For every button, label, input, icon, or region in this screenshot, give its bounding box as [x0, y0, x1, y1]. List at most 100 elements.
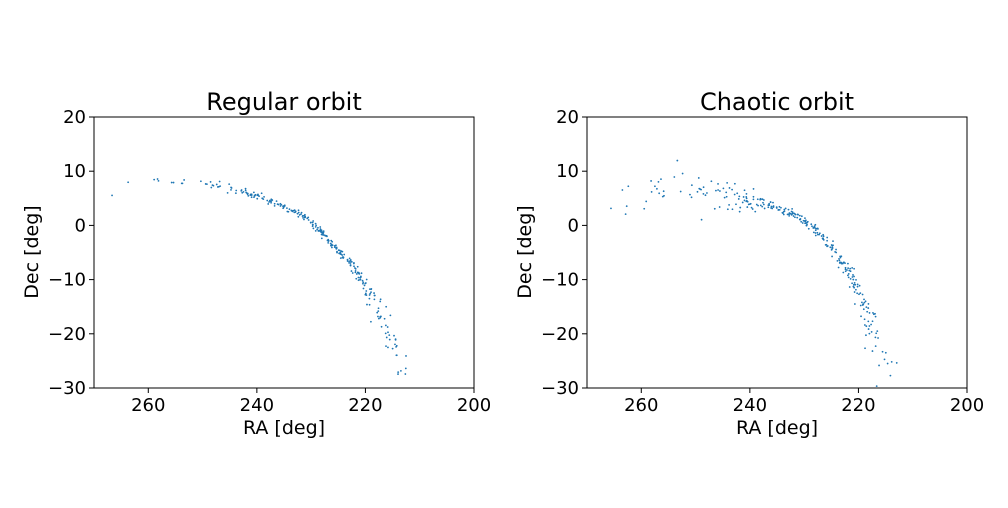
scatter-point: [817, 233, 819, 236]
scatter-point: [735, 203, 737, 206]
scatter-point: [745, 196, 748, 198]
scatter-point: [341, 254, 344, 256]
scatter-point: [355, 277, 358, 280]
scatter-point: [681, 172, 684, 175]
scatter-point: [782, 210, 785, 213]
scatter-point: [349, 262, 352, 264]
scatter-point: [851, 282, 854, 285]
scatter-point: [865, 334, 867, 337]
scatter-point: [728, 187, 731, 189]
scatter-point: [790, 210, 793, 213]
scatter-point: [847, 262, 849, 265]
scatter-point: [875, 332, 878, 335]
scatter-point: [624, 213, 627, 216]
scatter-point: [654, 185, 656, 188]
scatter-point: [787, 208, 790, 211]
scatter-point: [768, 202, 771, 205]
scatter-point: [697, 177, 700, 179]
scatter-point: [293, 209, 296, 212]
scatter-point: [361, 279, 364, 282]
x-tick-label: 220: [348, 395, 382, 416]
scatter-point: [383, 317, 386, 320]
scatter-point: [350, 270, 353, 272]
scatter-point: [867, 307, 870, 309]
scatter-point: [866, 310, 869, 313]
scatter-point: [777, 208, 780, 211]
scatter-point: [276, 203, 279, 206]
scatter-point: [312, 220, 315, 222]
scatter-point: [303, 213, 306, 216]
scatter-point: [719, 190, 721, 192]
scatter-point: [386, 326, 389, 328]
scatter-point: [662, 190, 665, 193]
scatter-point: [283, 205, 286, 207]
scatter-point: [388, 338, 391, 341]
scatter-point: [837, 266, 840, 269]
scatter-point: [377, 307, 380, 310]
scatter-point: [759, 198, 762, 201]
scatter-point: [219, 185, 222, 188]
scatter-point: [839, 256, 842, 259]
scatter-point: [867, 303, 870, 305]
scatter-point: [854, 283, 857, 286]
scatter-point: [805, 224, 808, 227]
scatter-point: [230, 188, 232, 191]
scatter-point: [319, 226, 322, 228]
scatter-point: [799, 218, 802, 221]
scatter-point: [267, 203, 270, 205]
scatter-point: [874, 336, 877, 339]
scatter-point: [759, 204, 762, 207]
scatter-point: [770, 205, 773, 208]
scatter-point: [306, 217, 309, 220]
scatter-point: [867, 328, 870, 330]
scatter-point: [890, 360, 893, 363]
scatter-point: [822, 235, 825, 238]
scatter-point: [849, 267, 852, 270]
scatter-point: [314, 222, 317, 225]
scatter-point: [816, 231, 819, 234]
scatter-point: [689, 193, 691, 196]
scatter-point: [710, 180, 713, 183]
scatter-point: [886, 362, 889, 365]
axis-ticks: 260 240 220 200 20 10 0 −10 −20 −30: [541, 107, 984, 416]
scatter-point: [752, 198, 755, 201]
scatter-point: [348, 257, 351, 260]
scatter-point: [874, 345, 877, 348]
y-tick-label: 10: [556, 161, 579, 182]
y-tick-label: −30: [541, 378, 579, 399]
scatter-point: [127, 181, 130, 184]
scatter-point: [339, 252, 342, 255]
scatter-point: [359, 276, 361, 279]
scatter-point: [876, 330, 879, 332]
scatter-point: [761, 205, 764, 208]
scatter-point: [322, 234, 325, 236]
scatter-point: [814, 234, 817, 237]
scatter-point: [395, 354, 398, 357]
scatter-point: [861, 293, 864, 296]
scatter-point: [862, 308, 865, 311]
scatter-point: [298, 214, 301, 216]
scatter-point: [307, 219, 310, 221]
scatter-point: [800, 215, 803, 218]
scatter-point: [782, 213, 785, 216]
y-tick-label: −20: [541, 324, 579, 345]
scatter-point: [883, 358, 886, 361]
scatter-point: [804, 217, 806, 220]
scatter-point: [796, 216, 799, 219]
scatter-point: [750, 206, 753, 209]
scatter-point: [153, 178, 156, 181]
scatter-point: [844, 270, 847, 273]
scatter-point: [249, 194, 252, 197]
scatter-point: [373, 294, 376, 297]
scatter-point: [870, 331, 873, 333]
scatter-point: [340, 250, 343, 253]
scatter-point: [621, 189, 624, 191]
scatter-point: [852, 274, 854, 276]
scatter-point: [737, 198, 740, 200]
scatter-points: [610, 159, 898, 387]
scatter-point: [327, 240, 330, 243]
x-tick-label: 200: [950, 395, 984, 416]
scatter-point: [733, 193, 736, 196]
scatter-point: [658, 192, 661, 195]
scatter-point: [851, 276, 854, 278]
